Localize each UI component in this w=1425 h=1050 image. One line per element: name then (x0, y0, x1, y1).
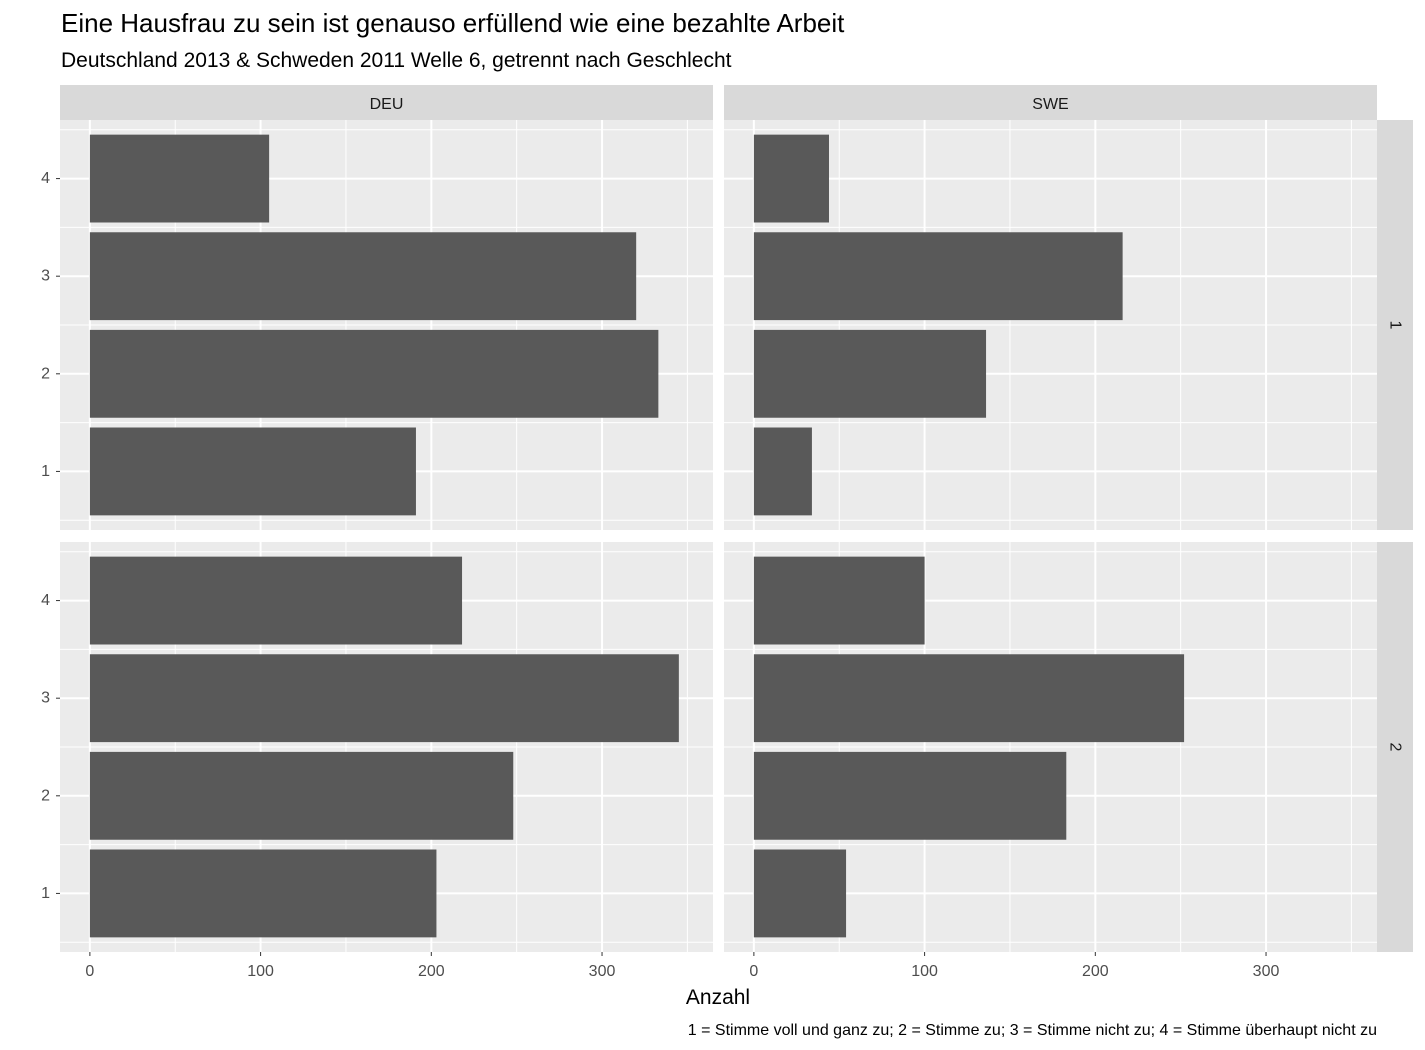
facet-strip-label-swe: SWE (1032, 96, 1068, 113)
x-tick-label: 0 (85, 963, 94, 980)
chart-caption: 1 = Stimme voll und ganz zu; 2 = Stimme … (688, 1022, 1377, 1039)
bar-deu-2-cat-1 (89, 849, 437, 938)
bar-swe-2-cat-1 (753, 849, 847, 938)
bar-swe-1-cat-1 (753, 427, 812, 516)
bar-deu-2-cat-2 (89, 751, 514, 840)
x-tick-label: 300 (1253, 963, 1280, 980)
facet-strip-label-deu: DEU (370, 96, 404, 113)
facet-strip-deu (60, 85, 713, 120)
y-tick-label: 3 (41, 268, 50, 285)
x-tick-label: 200 (418, 963, 445, 980)
chart-title: Eine Hausfrau zu sein ist genauso erfüll… (61, 8, 845, 38)
x-tick-label: 0 (749, 963, 758, 980)
bar-swe-2-cat-3 (753, 654, 1185, 743)
x-tick-label: 200 (1082, 963, 1109, 980)
bar-deu-2-cat-4 (89, 556, 463, 645)
facet-row-strip-label-2: 2 (1387, 743, 1404, 752)
bar-swe-1-cat-2 (753, 329, 987, 418)
x-tick-label: 100 (247, 963, 274, 980)
x-tick-label: 100 (911, 963, 938, 980)
x-tick-label: 300 (589, 963, 616, 980)
x-axis-title: Anzahl (686, 986, 750, 1009)
bar-deu-1-cat-2 (89, 329, 659, 418)
bar-deu-1-cat-1 (89, 427, 416, 516)
y-tick-label: 1 (41, 885, 50, 902)
facet-row-strip-2 (1377, 542, 1413, 952)
chart-subtitle: Deutschland 2013 & Schweden 2011 Welle 6… (61, 49, 732, 72)
y-tick-label: 4 (41, 592, 50, 609)
y-tick-label: 1 (41, 463, 50, 480)
y-tick-label: 4 (41, 170, 50, 187)
y-tick-label: 3 (41, 690, 50, 707)
bar-deu-2-cat-3 (89, 654, 679, 743)
bar-swe-2-cat-2 (753, 751, 1067, 840)
facet-row-strip-1 (1377, 120, 1413, 530)
facet-row-strip-label-1: 1 (1387, 321, 1404, 330)
facet-strip-swe (724, 85, 1377, 120)
y-tick-label: 2 (41, 365, 50, 382)
bar-swe-1-cat-4 (753, 134, 829, 223)
bar-deu-1-cat-4 (89, 134, 270, 223)
y-tick-label: 2 (41, 787, 50, 804)
bar-swe-2-cat-4 (753, 556, 925, 645)
bar-swe-1-cat-3 (753, 232, 1123, 321)
bar-deu-1-cat-3 (89, 232, 637, 321)
